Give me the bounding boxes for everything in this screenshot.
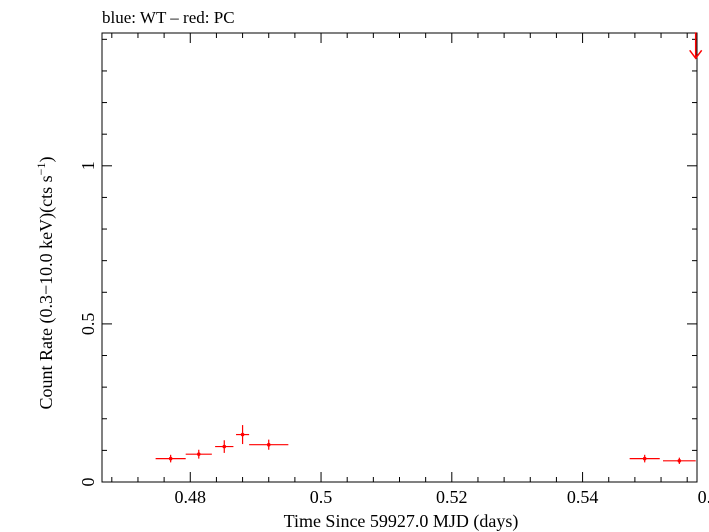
data-marker — [642, 456, 647, 461]
upper-limit-arrow — [689, 32, 703, 60]
x-tick-label: 0.54 — [567, 487, 599, 507]
y-tick-label: 0 — [78, 478, 98, 487]
y-tick-label: 0.5 — [78, 313, 98, 336]
chart-title: blue: WT – red: PC — [102, 8, 235, 27]
data-marker — [240, 432, 245, 437]
x-tick-label: 0.48 — [175, 487, 207, 507]
data-point — [663, 457, 696, 464]
y-axis-label-superscript: −1 — [34, 163, 48, 176]
data-marker — [677, 459, 682, 463]
x-tick-label: 0.56 — [698, 487, 709, 507]
y-tick-label: 1 — [78, 161, 98, 170]
data-point — [185, 449, 212, 459]
y-axis-label: Count Rate (0.3−10.0 keV)(cts s−1) — [34, 157, 57, 410]
plot-border — [101, 32, 698, 483]
axis-ticks — [102, 33, 697, 483]
x-tick-label: 0.52 — [436, 487, 468, 507]
tick-labels: 0.48 0.5 0.52 0.54 0.56 0 0.5 1 — [78, 161, 709, 507]
x-tick-label: 0.5 — [310, 487, 333, 507]
y-axis-label-main: Count Rate (0.3−10.0 keV)(cts s — [36, 175, 57, 409]
data-point — [155, 454, 186, 463]
data-point — [215, 440, 234, 453]
data-marker — [222, 444, 227, 449]
data-point — [249, 439, 289, 450]
x-axis-label: Time Since 59927.0 MJD (days) — [284, 511, 519, 532]
y-axis-label-suffix: ) — [36, 157, 57, 163]
data-marker — [168, 456, 173, 461]
data-point — [629, 454, 660, 463]
data-point — [236, 425, 250, 445]
upper-limit-head — [689, 49, 703, 60]
data-marker — [266, 442, 271, 447]
data-points — [155, 32, 703, 464]
plot-frame — [101, 32, 698, 483]
data-marker — [196, 452, 201, 456]
